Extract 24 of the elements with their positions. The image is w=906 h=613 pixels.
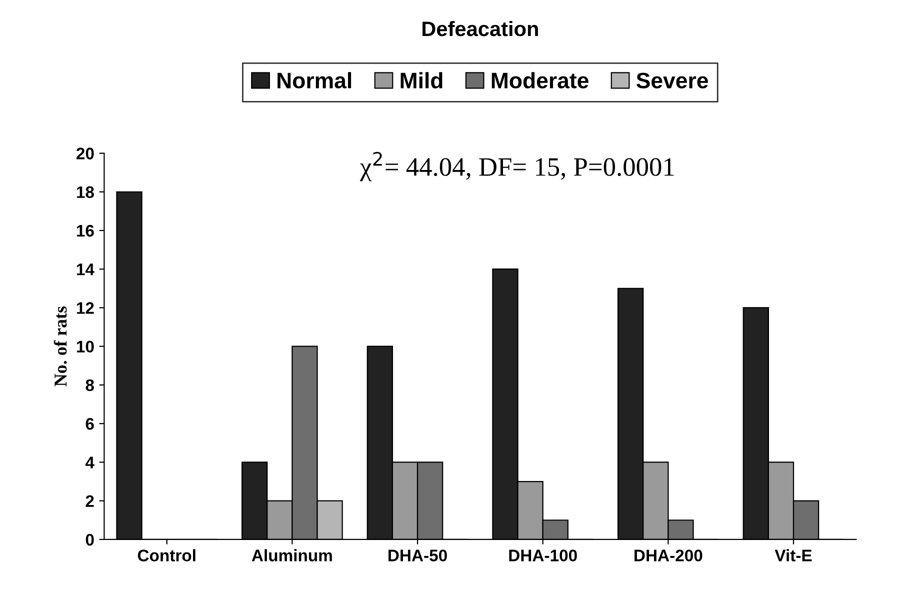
legend-label: Severe: [636, 72, 708, 88]
y-tick-label: 4: [85, 456, 94, 468]
y-tick-label: 12: [76, 302, 94, 314]
y-tick-label: 6: [86, 418, 94, 430]
x-tick-label: DHA-200: [634, 550, 702, 562]
x-tick-label: Vit-E: [774, 549, 812, 562]
legend-label: Mild: [400, 72, 442, 88]
x-tick-label: DHA-50: [388, 550, 447, 562]
y-tick-label: 16: [76, 224, 94, 237]
y-tick-label: 18: [76, 186, 94, 198]
x-tick-label: Aluminum: [252, 549, 332, 562]
y-tick-label: 10: [76, 340, 94, 353]
y-tick-label: 8: [86, 379, 94, 392]
y-tick-label: 20: [76, 148, 94, 160]
y-tick-label: 0: [86, 534, 94, 546]
x-tick-label: Control: [138, 549, 196, 562]
y-tick-label: 14: [76, 264, 94, 276]
y-axis-title: No. of rats: [54, 306, 67, 386]
y-tick-label: 2: [86, 495, 94, 507]
legend-label: Normal: [278, 72, 352, 88]
x-tick-label: DHA-100: [509, 550, 577, 562]
legend-label: Moderate: [492, 72, 588, 88]
chart-title: Defeacation: [422, 20, 538, 36]
annotation: χ$^{2}$= 44.04, DF= 15, P=0.0001: [360, 152, 674, 182]
